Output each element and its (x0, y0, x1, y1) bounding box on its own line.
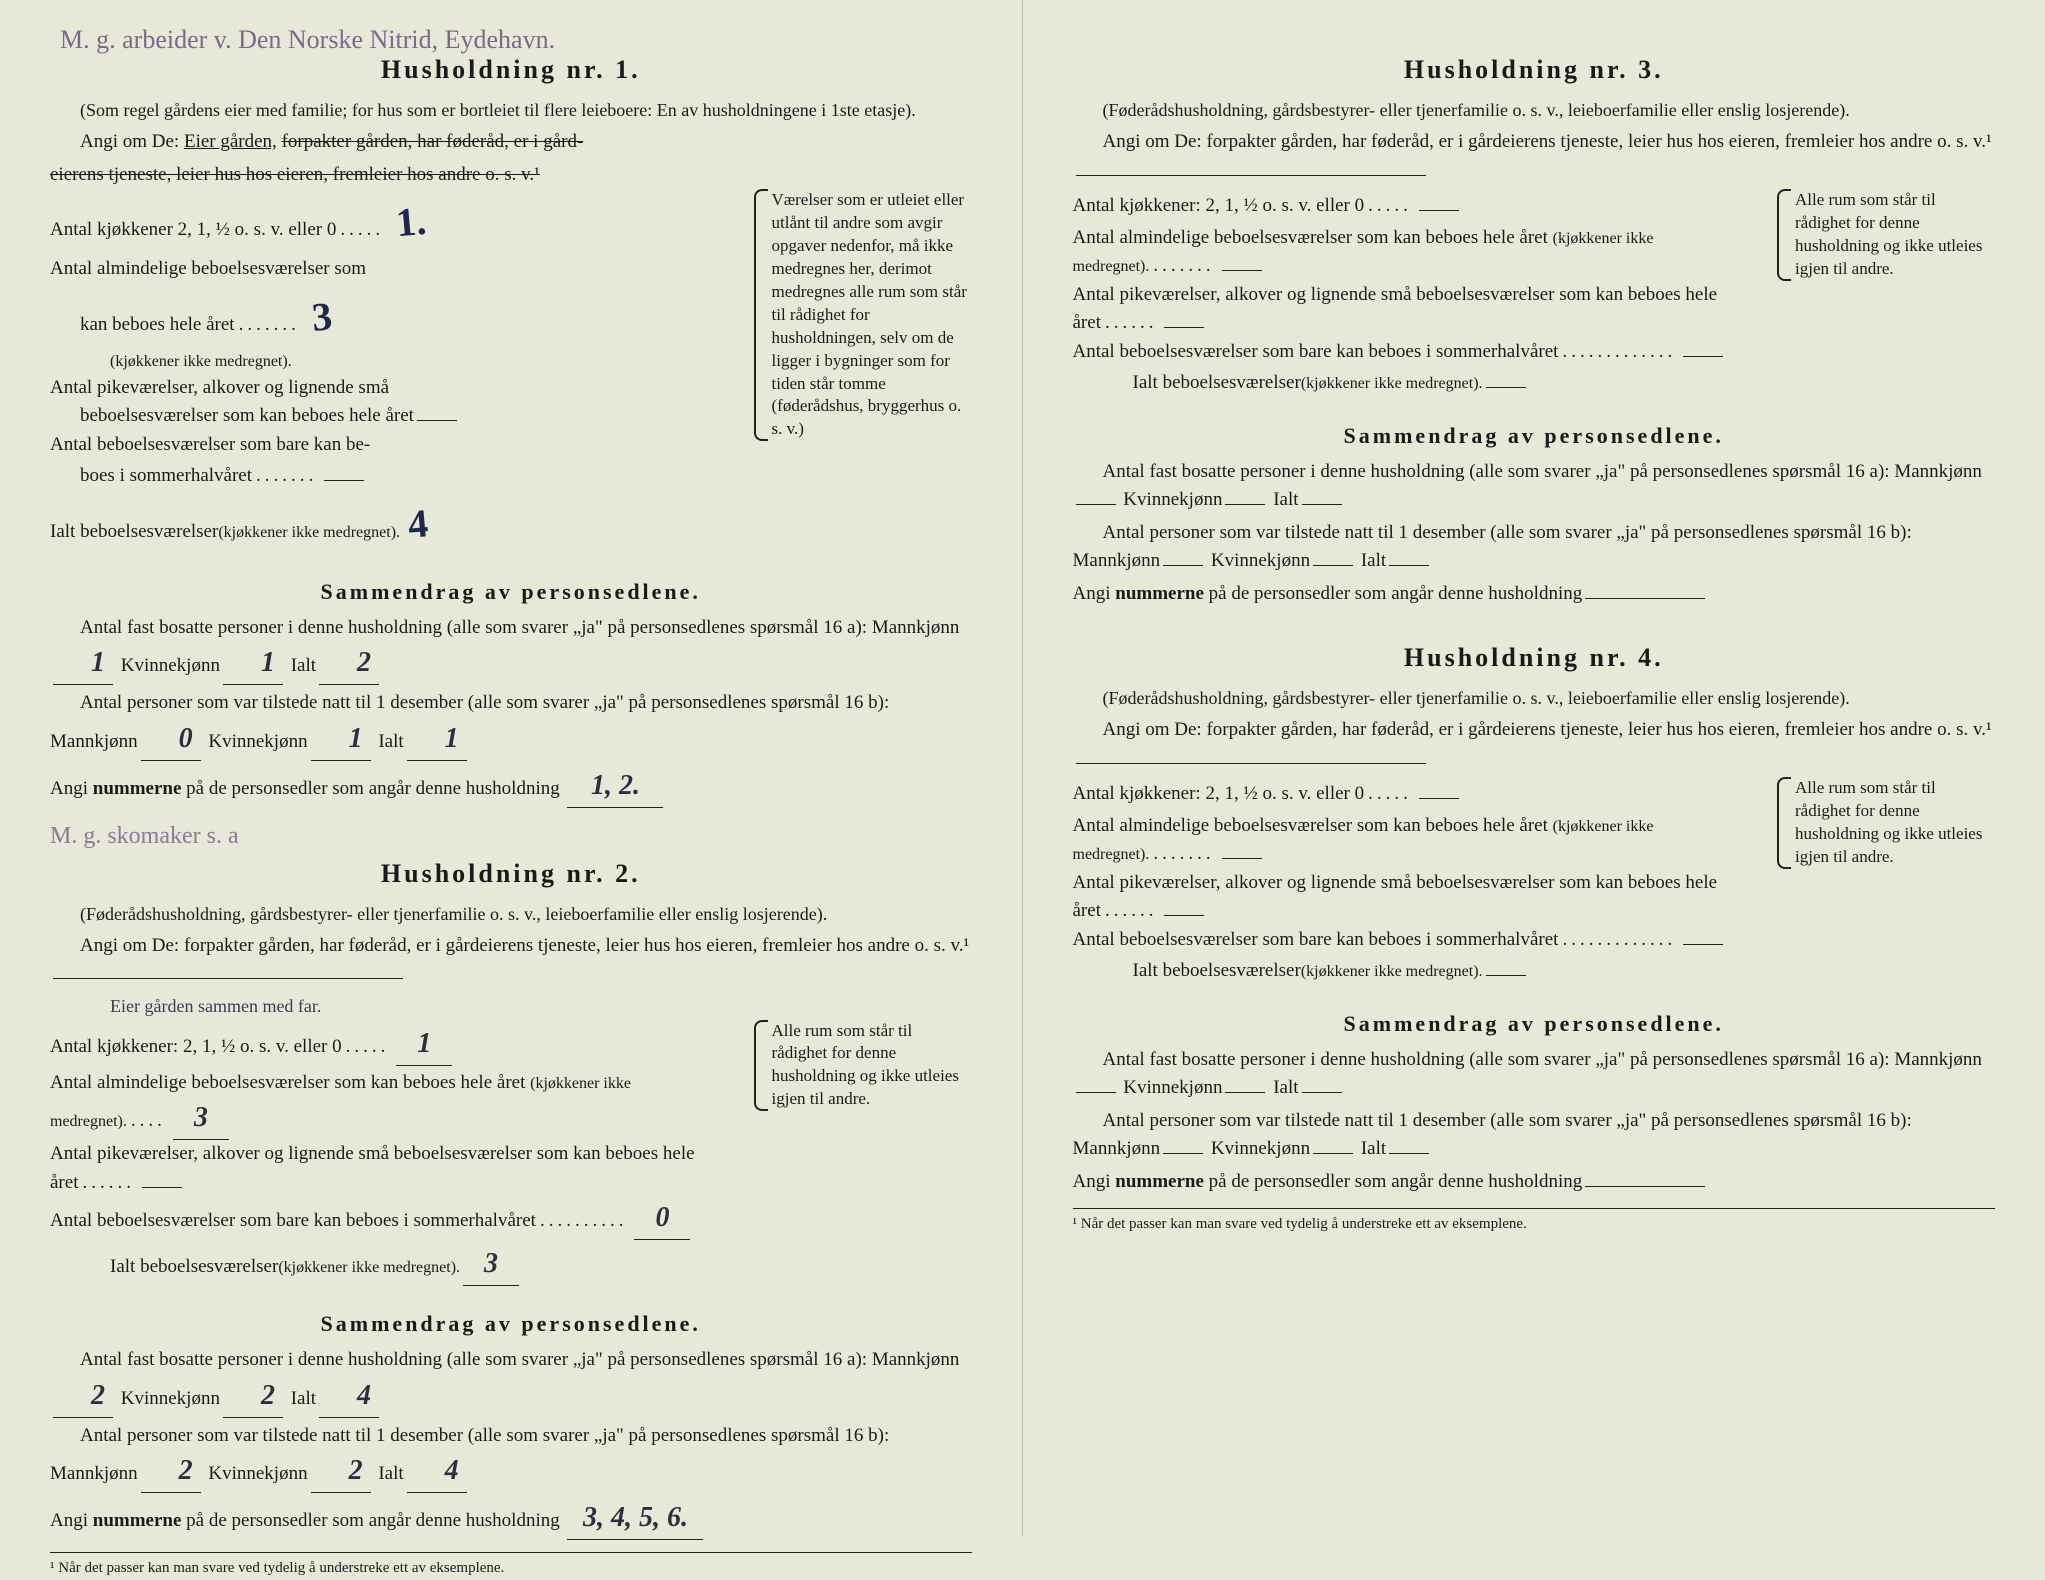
nummerne-4: Angi nummerne på de personsedler som ang… (1073, 1168, 1996, 1197)
kjokkener-label: Antal kjøkkener 2, 1, ½ o. s. v. eller 0 (50, 216, 336, 245)
kjokkener-label-2: Antal kjøkkener: 2, 1, ½ o. s. v. eller … (50, 1033, 342, 1062)
nummerne-2: Angi nummerne på de personsedler som ang… (50, 1497, 972, 1540)
right-page: Husholdning nr. 3. (Føderådshusholdning,… (1023, 0, 2045, 1536)
kjokkener-value-2: 1 (396, 1023, 452, 1066)
sammendrag-4: Sammendrag av personsedlene. (1073, 1007, 1996, 1040)
room-section-4: Antal kjøkkener: 2, 1, ½ o. s. v. eller … (1073, 777, 1996, 989)
note-3: (Føderådshusholdning, gårdsbestyrer- ell… (1073, 97, 1996, 124)
sommer-label-2: Antal beboelsesværelser som bare kan beb… (50, 1210, 536, 1231)
ialt-paren: (kjøkkener ikke medregnet). (218, 521, 400, 545)
angi-1-line2: eierens tjeneste, leier hus hos eieren, … (50, 161, 972, 190)
fast-2a: Antal fast bosatte personer i denne hush… (50, 1346, 972, 1418)
handwrite-2: M. g. skomaker s. a (50, 818, 972, 854)
sidenote-3: Alle rum som står til rådighet for denne… (1785, 189, 1995, 281)
note-4: (Føderådshusholdning, gårdsbestyrer- ell… (1073, 685, 1996, 712)
angi-2: Angi om De: forpakter gården, har føderå… (50, 932, 972, 989)
room-section-2: Antal kjøkkener: 2, 1, ½ o. s. v. eller … (50, 1020, 972, 1290)
household-3-title: Husholdning nr. 3. (1073, 50, 1996, 89)
ialt-value: 4 (397, 492, 438, 555)
fast-2b: Antal personer som var tilstede natt til… (50, 1422, 972, 1494)
inline-hand-2: Eier gården sammen med far. (50, 993, 972, 1020)
kjokkener-value: 1. (386, 190, 437, 254)
sammendrag-2: Sammendrag av personsedlene. (50, 1307, 972, 1340)
angi-3: Angi om De: forpakter gården, har føderå… (1073, 128, 1996, 185)
fast-1b: Antal personer som var tilstede natt til… (50, 689, 972, 761)
household-4-title: Husholdning nr. 4. (1073, 638, 1996, 677)
fast-3b: Antal personer som var tilstede natt til… (1073, 519, 1996, 576)
fast-4b: Antal personer som var tilstede natt til… (1073, 1107, 1996, 1164)
nummerne-1: Angi nummerne på de personsedler som ang… (50, 765, 972, 808)
room-section-3: Antal kjøkkener: 2, 1, ½ o. s. v. eller … (1073, 189, 1996, 401)
sammendrag-3: Sammendrag av personsedlene. (1073, 419, 1996, 452)
almindelige-value-2: 3 (173, 1097, 229, 1140)
angi-1: Angi om De: Eier gården, forpakter gårde… (50, 128, 972, 157)
sidenote-4: Alle rum som står til rådighet for denne… (1785, 777, 1995, 869)
handwritten-note-top: M. g. arbeider v. Den Norske Nitrid, Eyd… (60, 20, 555, 59)
almindelige-value: 3 (301, 285, 342, 348)
sidenote-2: Alle rum som står til rådighet for denne… (762, 1020, 972, 1112)
almindelige-label-2: Antal almindelige beboelsesværelser som … (50, 1072, 525, 1093)
title-number-2: 2. (615, 859, 641, 888)
sommer-value (324, 480, 364, 481)
nummerne-3: Angi nummerne på de personsedler som ang… (1073, 580, 1996, 609)
fast-3a: Antal fast bosatte personer i denne hush… (1073, 458, 1996, 515)
pike-label-2: Antal pikeværelser, alkover og lignende … (50, 1143, 695, 1193)
room-section-1: Antal kjøkkener 2, 1, ½ o. s. v. eller 0… (50, 189, 972, 557)
title-prefix: Husholdning nr. (381, 55, 606, 84)
footnote-left: ¹ Når det passer kan man svare ved tydel… (50, 1552, 972, 1580)
sommer-value-2: 0 (634, 1197, 690, 1240)
note-2: (Føderådshusholdning, gårdsbestyrer- ell… (50, 901, 972, 928)
sidenote-2-text: Alle rum som står til rådighet for denne… (772, 1021, 959, 1109)
pike-value (417, 420, 457, 421)
title-prefix-2: Husholdning nr. (381, 859, 606, 888)
ialt-label: Ialt beboelsesværelser (50, 518, 218, 547)
sammendrag-1: Sammendrag av personsedlene. (50, 575, 972, 608)
title-number: 1. (615, 55, 641, 84)
ialt-value-2: 3 (463, 1243, 519, 1286)
household-2-title: Husholdning nr. 2. (50, 854, 972, 893)
sidenote-1-text: Værelser som er utleiet eller utlånt til… (772, 190, 967, 438)
fast-4a: Antal fast bosatte personer i denne hush… (1073, 1046, 1996, 1103)
fast-1a: Antal fast bosatte personer i denne hush… (50, 614, 972, 686)
note-1: (Som regel gårdens eier med familie; for… (50, 97, 972, 124)
almindelige-paren: (kjøkkener ikke medregnet). (50, 350, 742, 374)
angi-4: Angi om De: forpakter gården, har føderå… (1073, 716, 1996, 773)
sidenote-1: Værelser som er utleiet eller utlånt til… (762, 189, 972, 441)
footnote-right: ¹ Når det passer kan man svare ved tydel… (1073, 1208, 1996, 1236)
angi-label: Angi om De: (80, 131, 179, 152)
left-page: M. g. arbeider v. Den Norske Nitrid, Eyd… (0, 0, 1023, 1536)
